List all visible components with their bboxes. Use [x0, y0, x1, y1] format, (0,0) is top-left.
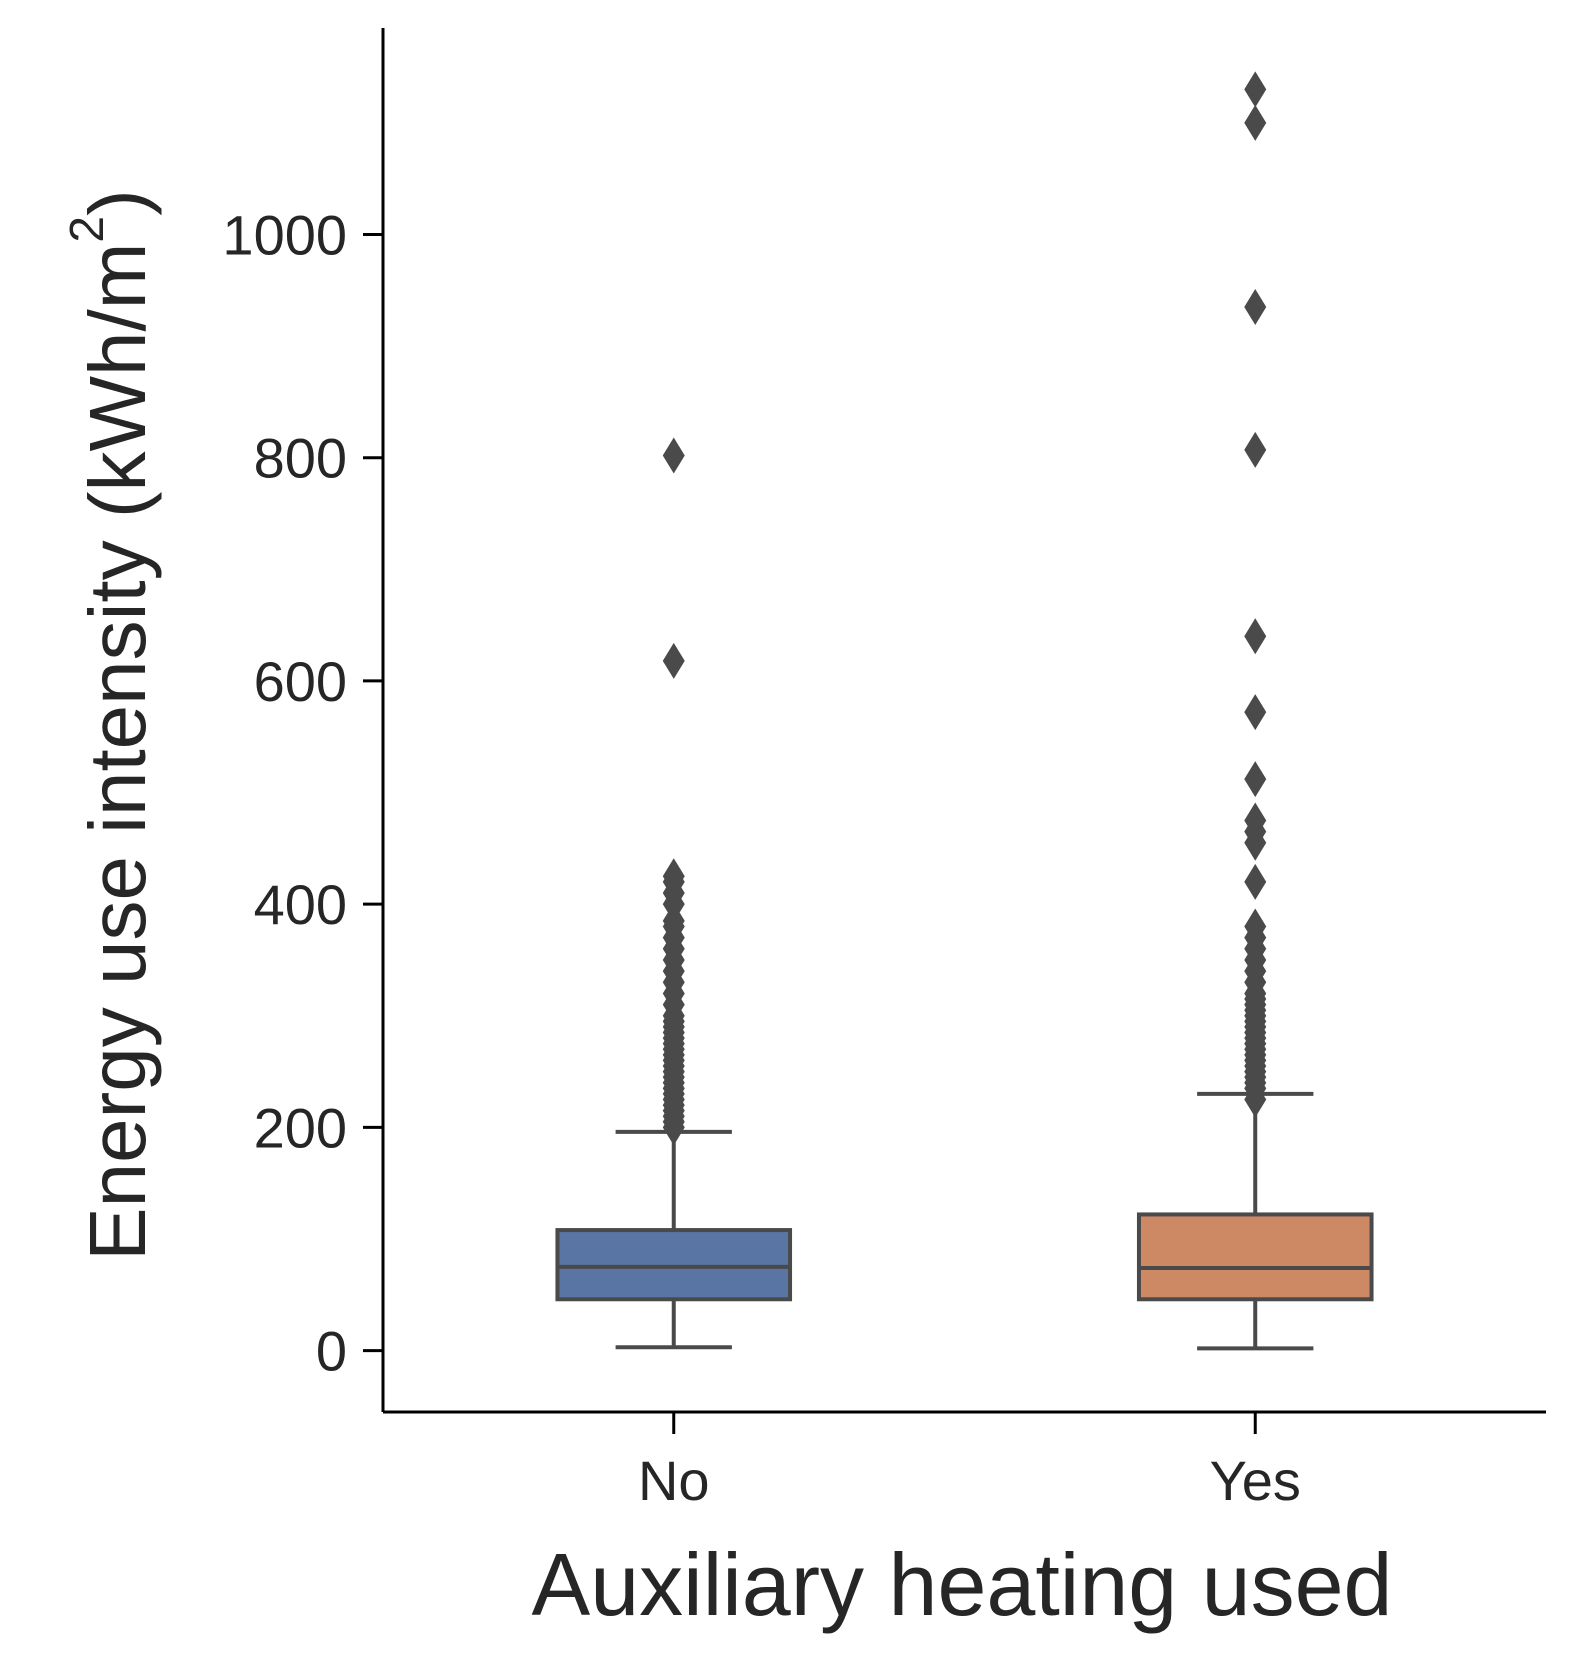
y-tick-label: 800 — [254, 427, 347, 490]
y-tick-label: 0 — [316, 1320, 347, 1383]
outlier-point — [1244, 104, 1267, 141]
outlier-point — [662, 437, 685, 474]
x-tick-label: No — [638, 1449, 710, 1512]
outlier-point — [1244, 761, 1267, 798]
x-tick-label: Yes — [1210, 1449, 1301, 1512]
outlier-point — [1244, 863, 1267, 900]
outlier-point — [1244, 618, 1267, 655]
y-tick-label: 400 — [254, 873, 347, 936]
iqr-box — [1136, 1212, 1374, 1302]
boxes-layer — [555, 71, 1374, 1351]
outlier-point — [1244, 71, 1267, 108]
axes-layer: 0 200 400 600 800 1000 No Yes — [222, 28, 1546, 1512]
outlier-point — [662, 642, 685, 679]
y-axis-title: Energy use intensity (kWh/m2) — [61, 189, 162, 1260]
svg-text:Energy use intensity (kWh/m2): Energy use intensity (kWh/m2) — [61, 189, 162, 1260]
y-tick-label: 1000 — [222, 203, 347, 266]
box-group-no — [555, 437, 793, 1350]
outlier-point — [1244, 431, 1267, 468]
y-axis-title-close: ) — [73, 189, 162, 216]
y-tick-label: 200 — [254, 1096, 347, 1159]
outlier-point — [662, 858, 685, 895]
outlier-point — [1244, 289, 1267, 326]
outlier-point — [1244, 694, 1267, 731]
y-axis-title-text: Energy use intensity (kWh/m — [73, 243, 162, 1261]
x-axis-title: Auxiliary heating used — [532, 1535, 1393, 1634]
outlier-point — [1244, 908, 1267, 945]
y-axis-title-superscript: 2 — [61, 216, 114, 243]
outlier-point — [1244, 802, 1267, 839]
y-tick-label: 600 — [254, 650, 347, 713]
box-group-yes — [1136, 71, 1374, 1351]
iqr-box — [555, 1228, 793, 1302]
